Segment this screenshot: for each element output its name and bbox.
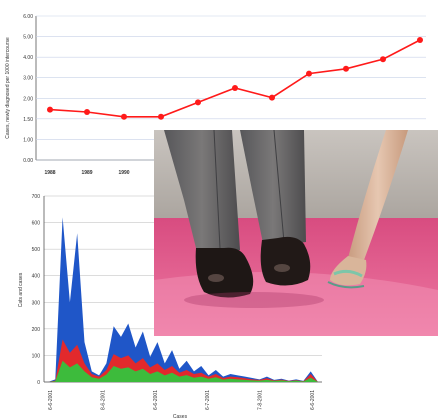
line-data-point [306, 70, 312, 77]
line-grid [36, 15, 426, 161]
area-x-axis-label: Cases [173, 414, 188, 420]
line-y-tick-label: 5.00 [23, 35, 33, 41]
line-y-tick-label: 2.00 [23, 96, 33, 102]
line-y-tick-label: 6.00 [23, 14, 33, 20]
feet-photo [154, 130, 438, 336]
left-trouser-leg [164, 130, 240, 256]
area-y-tick-label: 700 [32, 194, 41, 200]
line-data-point [232, 85, 238, 91]
line-data-point [343, 65, 349, 72]
trouser-crease [213, 130, 221, 249]
area-y-tick-label: 400 [32, 274, 41, 280]
area-y-axis-label: Cats and cases [18, 272, 24, 307]
line-data-point [380, 56, 386, 63]
area-x-tick-label: 7-8-2001 [258, 390, 264, 410]
line-x-tick-label: 1988 [44, 170, 55, 176]
line-data-point [84, 109, 90, 115]
line-data-point [269, 94, 275, 101]
area-x-tick-label: 6-6-2001 [310, 390, 316, 410]
area-y-ticks: 0 100 200 300 400 500 600 700 [32, 194, 41, 386]
area-y-tick-label: 100 [32, 353, 41, 359]
area-y-tick-label: 200 [32, 327, 41, 333]
left-shoe [195, 247, 254, 298]
line-data-point [158, 113, 164, 120]
area-series-1 [48, 217, 318, 382]
area-y-tick-label: 0 [37, 380, 40, 386]
right-trouser-leg [240, 130, 306, 248]
sandal-strap [333, 269, 363, 278]
line-y-tick-label: 1.00 [23, 137, 33, 143]
line-x-tick-label: 1990 [118, 170, 129, 176]
area-x-tick-label: 8-6-2001 [100, 390, 106, 410]
line-data-point [47, 106, 53, 113]
area-y-tick-label: 500 [32, 247, 41, 253]
right-shoe [260, 236, 311, 286]
right-shoe-shine [274, 264, 290, 272]
line-data-point [417, 37, 423, 43]
area-y-tick-label: 600 [32, 221, 41, 227]
area-x-ticks: 6-6-2001 8-6-2001 6-6-2001 6-7-2001 7-8-2001… [48, 390, 316, 410]
area-series [48, 217, 318, 382]
area-x-tick-label: 6-7-2001 [205, 390, 211, 410]
area-series-3 [48, 360, 318, 382]
area-x-tick-label: 6-6-2001 [48, 390, 54, 410]
line-y-tick-label: 3.00 [23, 76, 33, 82]
line-data-point [195, 99, 201, 106]
line-y-tick-label: 4.00 [23, 55, 33, 61]
bare-leg [348, 130, 408, 260]
sandal-sole [327, 281, 365, 289]
line-y-ticks: 0.00 1.00 1.50 2.00 3.00 4.00 5.00 6.00 [23, 14, 33, 164]
line-y-axis-label: Cases, newly diagnosed per 1000 intercou… [5, 37, 11, 139]
line-y-tick-label: 1.50 [23, 117, 33, 123]
area-x-tick-label: 6-6-2001 [153, 390, 159, 410]
left-shoe-shine [208, 274, 224, 282]
shoe-shadow [184, 292, 324, 308]
feet-photo-illustration [154, 130, 438, 336]
area-y-tick-label: 300 [32, 300, 41, 306]
line-y-tick-label: 0.00 [23, 158, 33, 164]
line-series-points [47, 37, 423, 120]
line-x-tick-label: 1989 [81, 170, 92, 176]
trouser-crease-2 [273, 130, 285, 243]
line-data-point [121, 113, 127, 120]
